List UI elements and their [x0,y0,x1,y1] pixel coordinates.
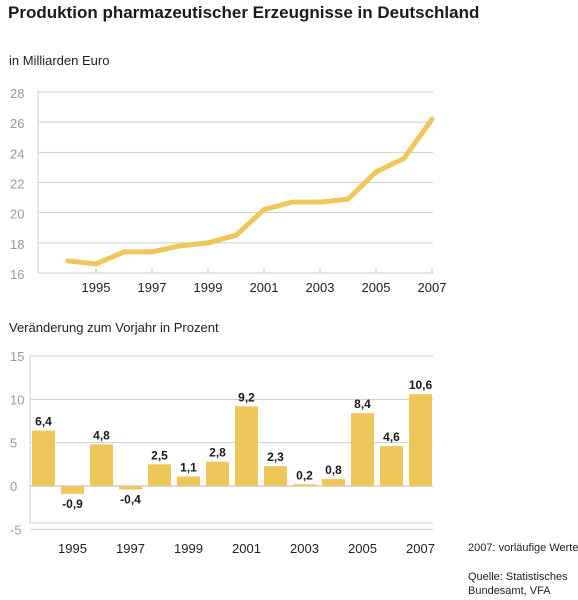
line-data-point [65,258,71,264]
bar-data-label: 2,3 [267,450,284,464]
line-x-tick-label: 2007 [418,280,447,295]
source-line-2: Bundesamt, VFA [468,585,551,597]
bar-data-label: 0,8 [325,463,342,477]
bar [380,446,403,486]
line-y-tick-label: 22 [10,177,24,192]
line-y-tick-label: 20 [10,207,24,222]
line-y-tick-label: 26 [10,116,24,131]
line-x-tick-label: 1997 [138,280,167,295]
bar-x-tick-label: 2003 [290,541,319,556]
line-data-point [205,240,211,246]
bar [409,394,432,486]
bar-data-label: 0,2 [296,468,313,482]
bar [322,479,345,486]
bar-data-label: 1,1 [180,460,197,474]
line-series [65,116,435,267]
line-y-tick-label: 16 [10,267,24,282]
source-note: Quelle: Statistisches Bundesamt, VFA [468,570,568,598]
bar-x-tick-label: 1997 [116,541,145,556]
bar [148,464,171,486]
bar-data-label: 6,4 [35,415,52,429]
bar-data-label: 4,6 [383,430,400,444]
bar-data-label: 10,6 [409,378,433,392]
bar-data-label: 8,4 [354,397,371,411]
bar-data-label: 9,2 [238,390,255,404]
bar [90,444,113,486]
bar-y-tick-label: 10 [10,392,24,407]
bar-x-tick-label: 1995 [58,541,87,556]
line-data-point [345,196,351,202]
line-x-tick-label: 1999 [194,280,223,295]
bar [61,486,84,494]
bar-data-label: 2,5 [151,448,168,462]
line-data-point [121,249,127,255]
bar [177,476,200,486]
line-chart-unit-label: in Milliarden Euro [9,53,110,68]
bar-x-tick-label: 2001 [232,541,261,556]
bar [264,466,287,486]
bar [206,461,229,486]
line-data-point [317,199,323,205]
line-x-tick-label: 2003 [306,280,335,295]
chart-title: Produktion pharmazeutischer Erzeugnisse … [8,3,480,22]
line-data-point [149,249,155,255]
bar [293,484,316,486]
bar-chart-unit-label: Veränderung zum Vorjahr in Prozent [9,320,219,335]
bar [235,406,258,486]
line-data-point [93,261,99,267]
line-data-point [373,169,379,175]
line-y-tick-label: 18 [10,237,24,252]
line-data-point [233,232,239,238]
bar-data-label: -0,9 [62,497,83,511]
line-y-tick-label: 24 [10,146,24,161]
bar-y-tick-label: -5 [10,522,22,537]
line-data-point [401,155,407,161]
bar-data-label: -0,4 [120,492,141,506]
line-data-point [261,207,267,213]
line-data-point [289,199,295,205]
bar-data-label: 4,8 [93,428,110,442]
bar-x-tick-label: 2007 [406,541,435,556]
line-x-tick-label: 1995 [82,280,111,295]
line-data-point [177,243,183,249]
line-y-tick-label: 28 [10,86,24,101]
bar-x-tick-label: 2005 [348,541,377,556]
line-x-tick-label: 2001 [250,280,279,295]
line-data-point [429,116,435,122]
bar-x-tick-label: 1999 [174,541,203,556]
bar-y-tick-label: 0 [10,479,17,494]
bar [119,486,142,490]
bar-y-tick-label: 15 [10,349,24,364]
preliminary-note: 2007: vorläufige Werte [468,542,578,554]
bar [32,430,55,486]
bar [351,413,374,486]
line-x-tick-label: 2005 [362,280,391,295]
source-line-1: Quelle: Statistisches [468,571,568,583]
bar-data-label: 2,8 [209,446,226,460]
bar-y-tick-label: 5 [10,436,17,451]
